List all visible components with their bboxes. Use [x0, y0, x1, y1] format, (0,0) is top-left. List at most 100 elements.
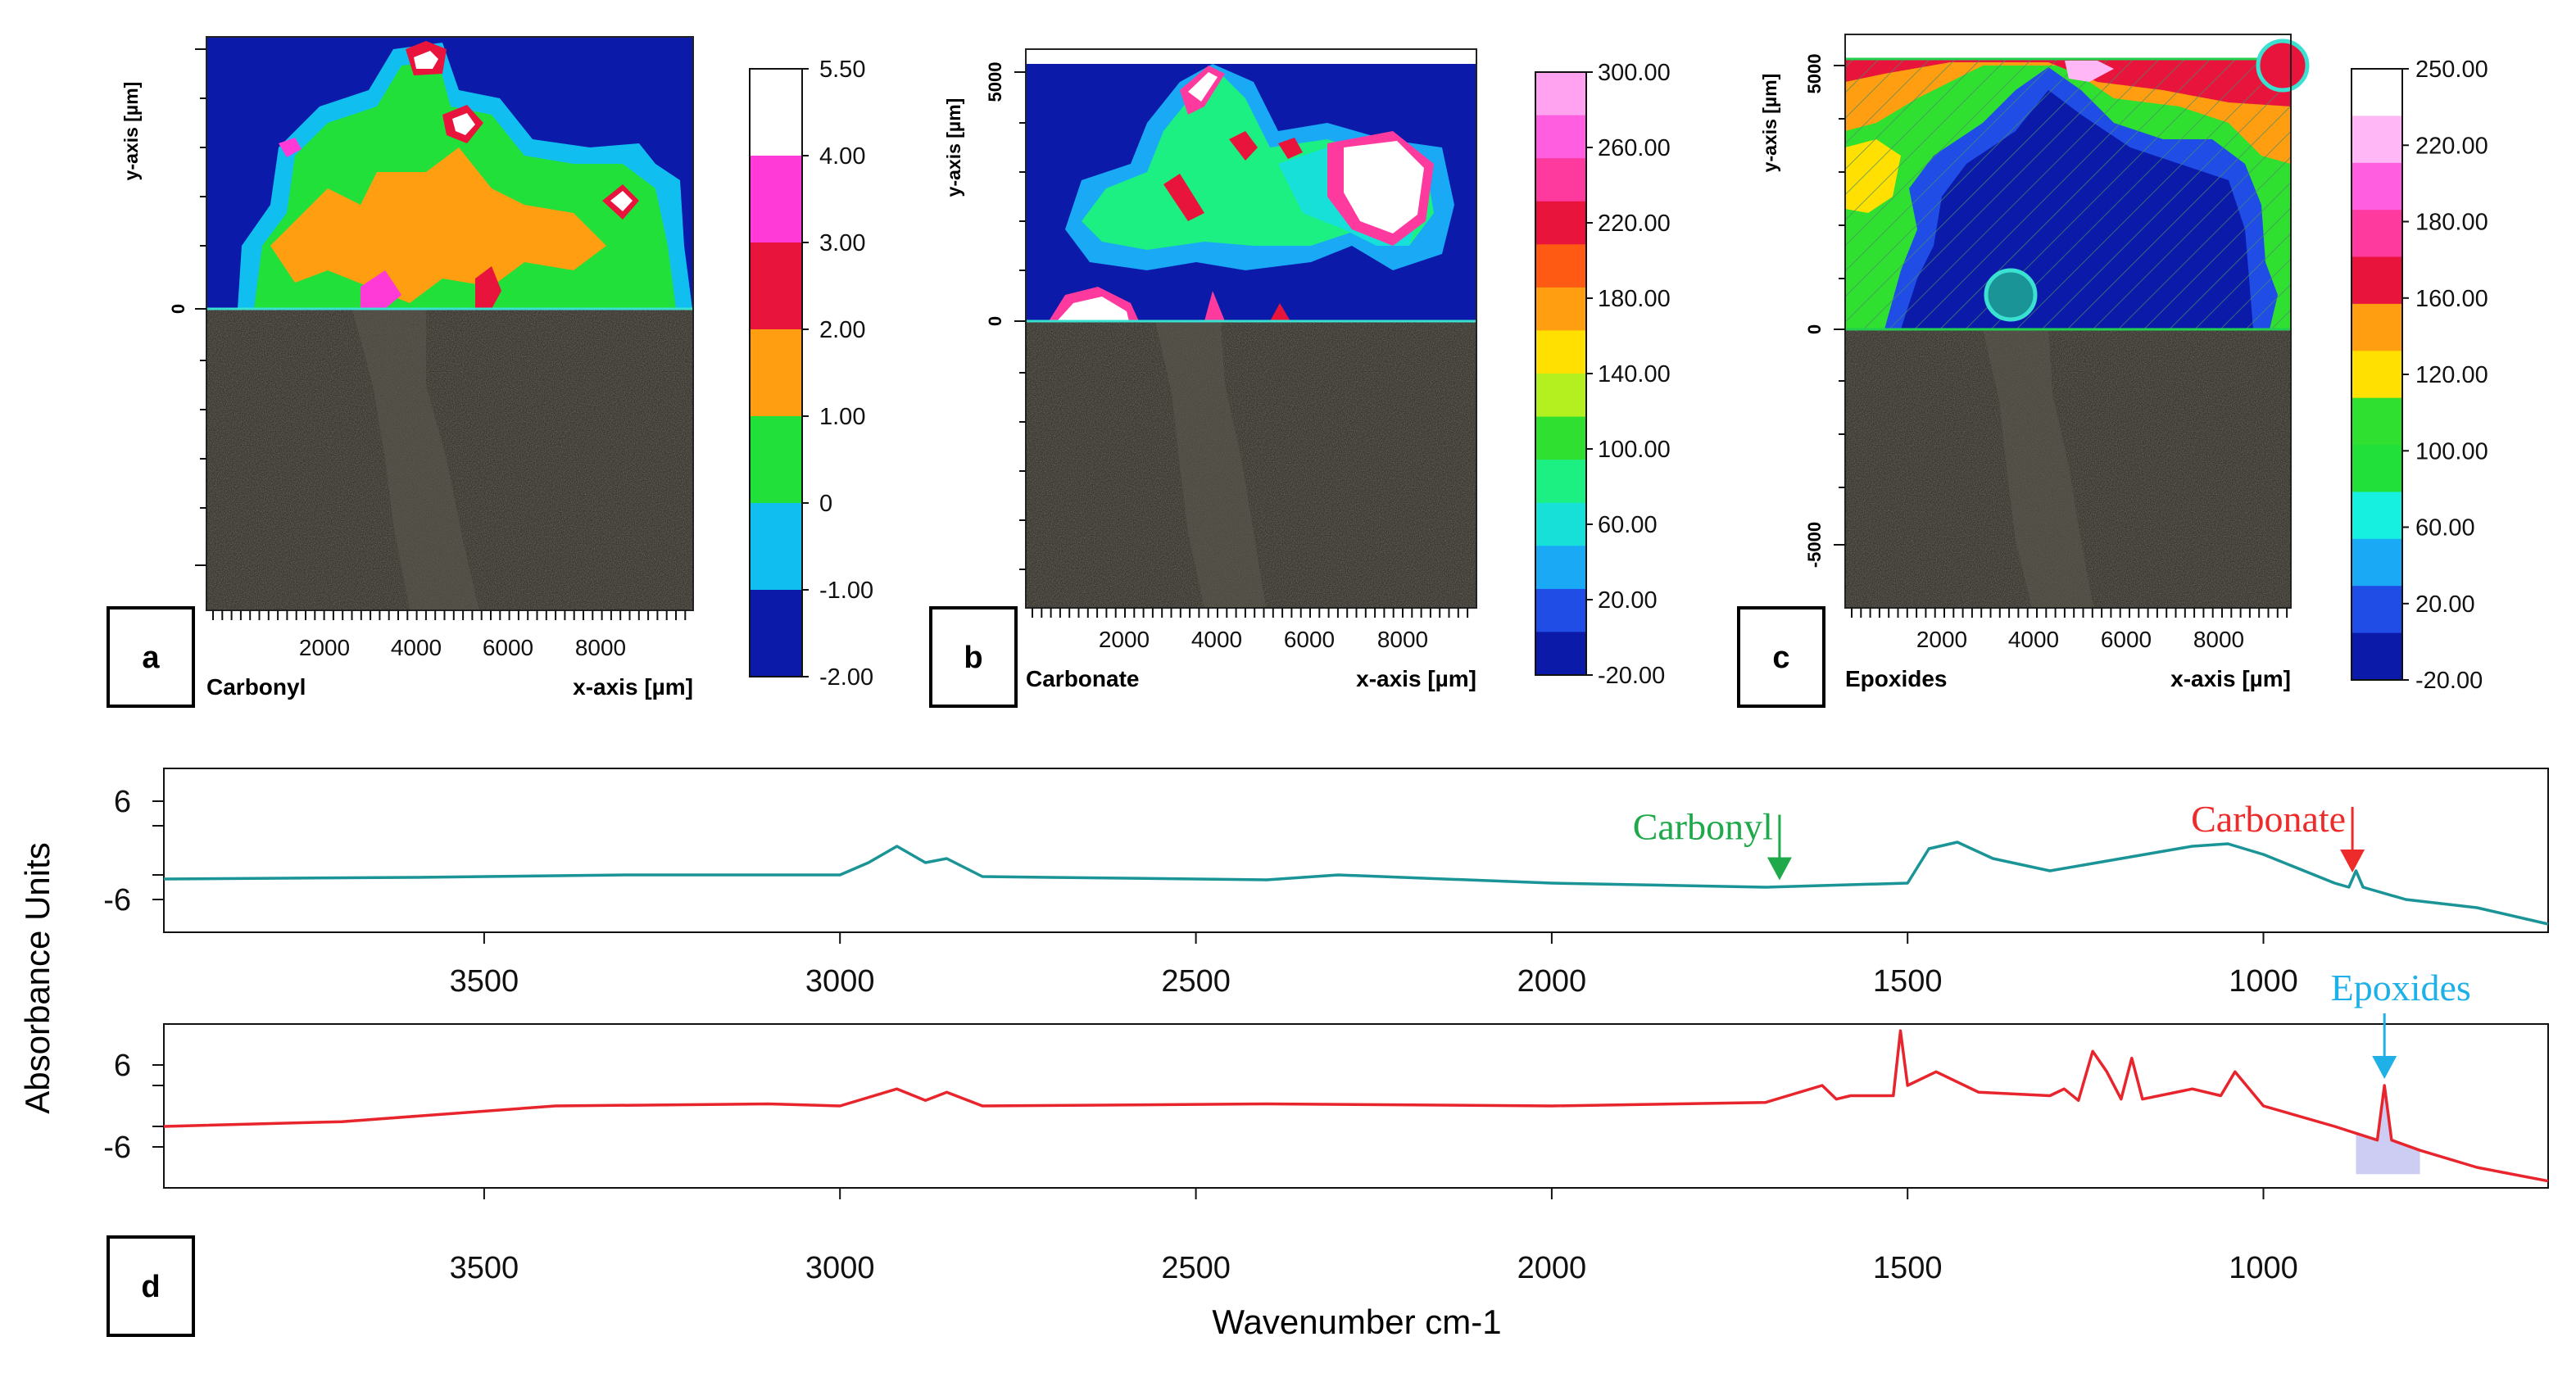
panel-letter-box — [107, 1235, 195, 1337]
x-tick-labels: 2000 4000 6000 8000 — [299, 635, 626, 660]
colorbar-swatch — [1535, 502, 1586, 546]
panel-letter: b — [964, 641, 982, 675]
y-axis-label: y-axis [µm] — [1759, 74, 1780, 173]
panel-letter: a — [142, 641, 160, 675]
measurement-marker[interactable] — [2256, 39, 2310, 93]
colorbar-label: -20.00 — [2415, 668, 2483, 694]
colorbar-label: 60.00 — [1598, 512, 1658, 538]
spectrum-top-frame — [163, 768, 2549, 933]
y-tick-labels: 5000 0 — [985, 62, 1005, 327]
y-tick-label: 6 — [114, 785, 131, 819]
heatmap-pink-corner — [2065, 61, 2114, 82]
annotation-label: Carbonate — [2191, 798, 2346, 840]
colorbar-label: 180.00 — [1598, 286, 1671, 312]
colorbar-label: 300.00 — [1598, 60, 1671, 86]
annotation-label: Carbonyl — [1633, 806, 1773, 848]
x-tick-label: 2000 — [1916, 627, 1967, 652]
x-axis-title: Wavenumber cm-1 — [1212, 1303, 1501, 1341]
colorbar-swatch — [1535, 374, 1586, 418]
colorbar-label: 1.00 — [819, 404, 865, 430]
heatmap-top-strip — [1845, 34, 2291, 59]
x-tick-label: 2000 — [299, 635, 350, 660]
x-tick-label: 2500 — [1161, 964, 1231, 999]
x-axis-minor-ticks — [212, 610, 687, 620]
panel-letter: c — [1772, 641, 1789, 675]
x-tick-labels: 2000 4000 6000 8000 — [1916, 627, 2244, 652]
colorbar-label: 4.00 — [819, 143, 865, 170]
colorbar-swatch — [750, 329, 802, 417]
x-tick-label: 8000 — [1377, 627, 1428, 652]
colorbar-label: 100.00 — [2415, 438, 2488, 464]
annotation-arrow-head — [2372, 1056, 2397, 1079]
colorbar-swatch — [1535, 201, 1586, 245]
panel-letter-box — [1737, 606, 1825, 708]
colorbar-swatch — [1535, 244, 1586, 288]
heatmap-hotspots — [279, 41, 639, 309]
measurement-marker[interactable] — [1984, 268, 2038, 322]
hatch-overlay — [1845, 59, 2291, 329]
colorbar-swatch — [1535, 115, 1586, 159]
panel-d-spectra: 3500 3000 2500 2000 1500 1000 6 -6 3500 3000 2500 2… — [18, 768, 2549, 1341]
colorbar-swatch — [2352, 586, 2402, 634]
x-axis-label: x-axis [µm] — [2170, 666, 2291, 691]
spectrum-line — [163, 1029, 2549, 1183]
colorbar-label: 220.00 — [1598, 211, 1671, 237]
colorbar-swatch — [2352, 632, 2402, 681]
y-tick-label: 5000 — [985, 62, 1005, 102]
y-axis-title: Absorbance Units — [18, 842, 57, 1114]
colorbar-swatch — [1535, 72, 1586, 116]
colorbar-swatch — [750, 416, 802, 504]
x-tick-label: 3000 — [805, 964, 875, 999]
colorbar-label: 160.00 — [2415, 286, 2488, 312]
x-axis-label: x-axis [µm] — [573, 674, 693, 700]
colorbar-swatch — [1535, 632, 1586, 676]
colorbar-swatch — [750, 590, 802, 677]
colorbar-frame — [749, 68, 803, 677]
panel-letter-box — [107, 606, 195, 708]
colorbar-label: 60.00 — [2415, 515, 2475, 541]
x-tick-labels: 2000 4000 6000 8000 — [1099, 627, 1428, 652]
annotations: Carbonyl Carbonate Epoxides — [1633, 798, 2471, 1079]
y-tick-label: 5000 — [1804, 54, 1825, 94]
x-tick-label: 1000 — [2229, 964, 2298, 999]
panel-letter-box — [929, 606, 1018, 708]
colorbar-swatch — [2352, 538, 2402, 587]
colorbar-swatch — [2352, 351, 2402, 399]
y-tick-label: 0 — [985, 316, 1005, 326]
y-tick-label: 0 — [168, 304, 188, 314]
plot-frame — [1025, 48, 1477, 609]
colorbar-label: 250.00 — [2415, 57, 2488, 83]
colorbar-swatch — [2352, 492, 2402, 540]
colorbar-swatch — [1535, 158, 1586, 202]
colorbar-swatch — [1535, 330, 1586, 374]
colorbar-swatch — [2352, 116, 2402, 164]
colorbar-label: 140.00 — [1598, 361, 1671, 387]
spectrum-line — [163, 841, 2549, 926]
map-name-label: Carbonyl — [206, 674, 306, 700]
x-tick-label: 1500 — [1873, 964, 1943, 999]
heatmap-top-strip — [1026, 49, 1476, 64]
x-tick-label: 1000 — [2229, 1251, 2298, 1285]
microscopy-crack — [1155, 321, 1266, 608]
colorbar-label: 3.00 — [819, 230, 865, 256]
colorbar-swatch — [1535, 588, 1586, 633]
colorbar-label: 260.00 — [1598, 135, 1671, 161]
colorbar-swatch — [750, 242, 802, 330]
x-tick-label: 3500 — [450, 964, 519, 999]
x-tick-label: 3000 — [805, 1251, 875, 1285]
colorbar-label: 20.00 — [2415, 591, 2475, 618]
x-tick-label: 3500 — [450, 1251, 519, 1285]
colorbar-label: 2.00 — [819, 317, 865, 343]
annotation-arrow-head — [1766, 857, 1792, 881]
panel-b: 5000 0 y-axis [µm] 2000 4000 6000 8000 C… — [929, 48, 1671, 708]
colorbar-swatch — [750, 503, 802, 591]
annotation-label: Epoxides — [2331, 967, 2471, 1008]
colorbar-swatch — [2352, 210, 2402, 258]
x-tick-label: 2500 — [1161, 1251, 1231, 1285]
colorbar-label: 220.00 — [2415, 133, 2488, 159]
colorbar-swatch — [2352, 397, 2402, 446]
x-tick-label: 2000 — [1517, 964, 1587, 999]
y-tick-label: -6 — [103, 1131, 131, 1165]
colorbar-swatch — [1535, 546, 1586, 590]
x-tick-label: 4000 — [391, 635, 442, 660]
